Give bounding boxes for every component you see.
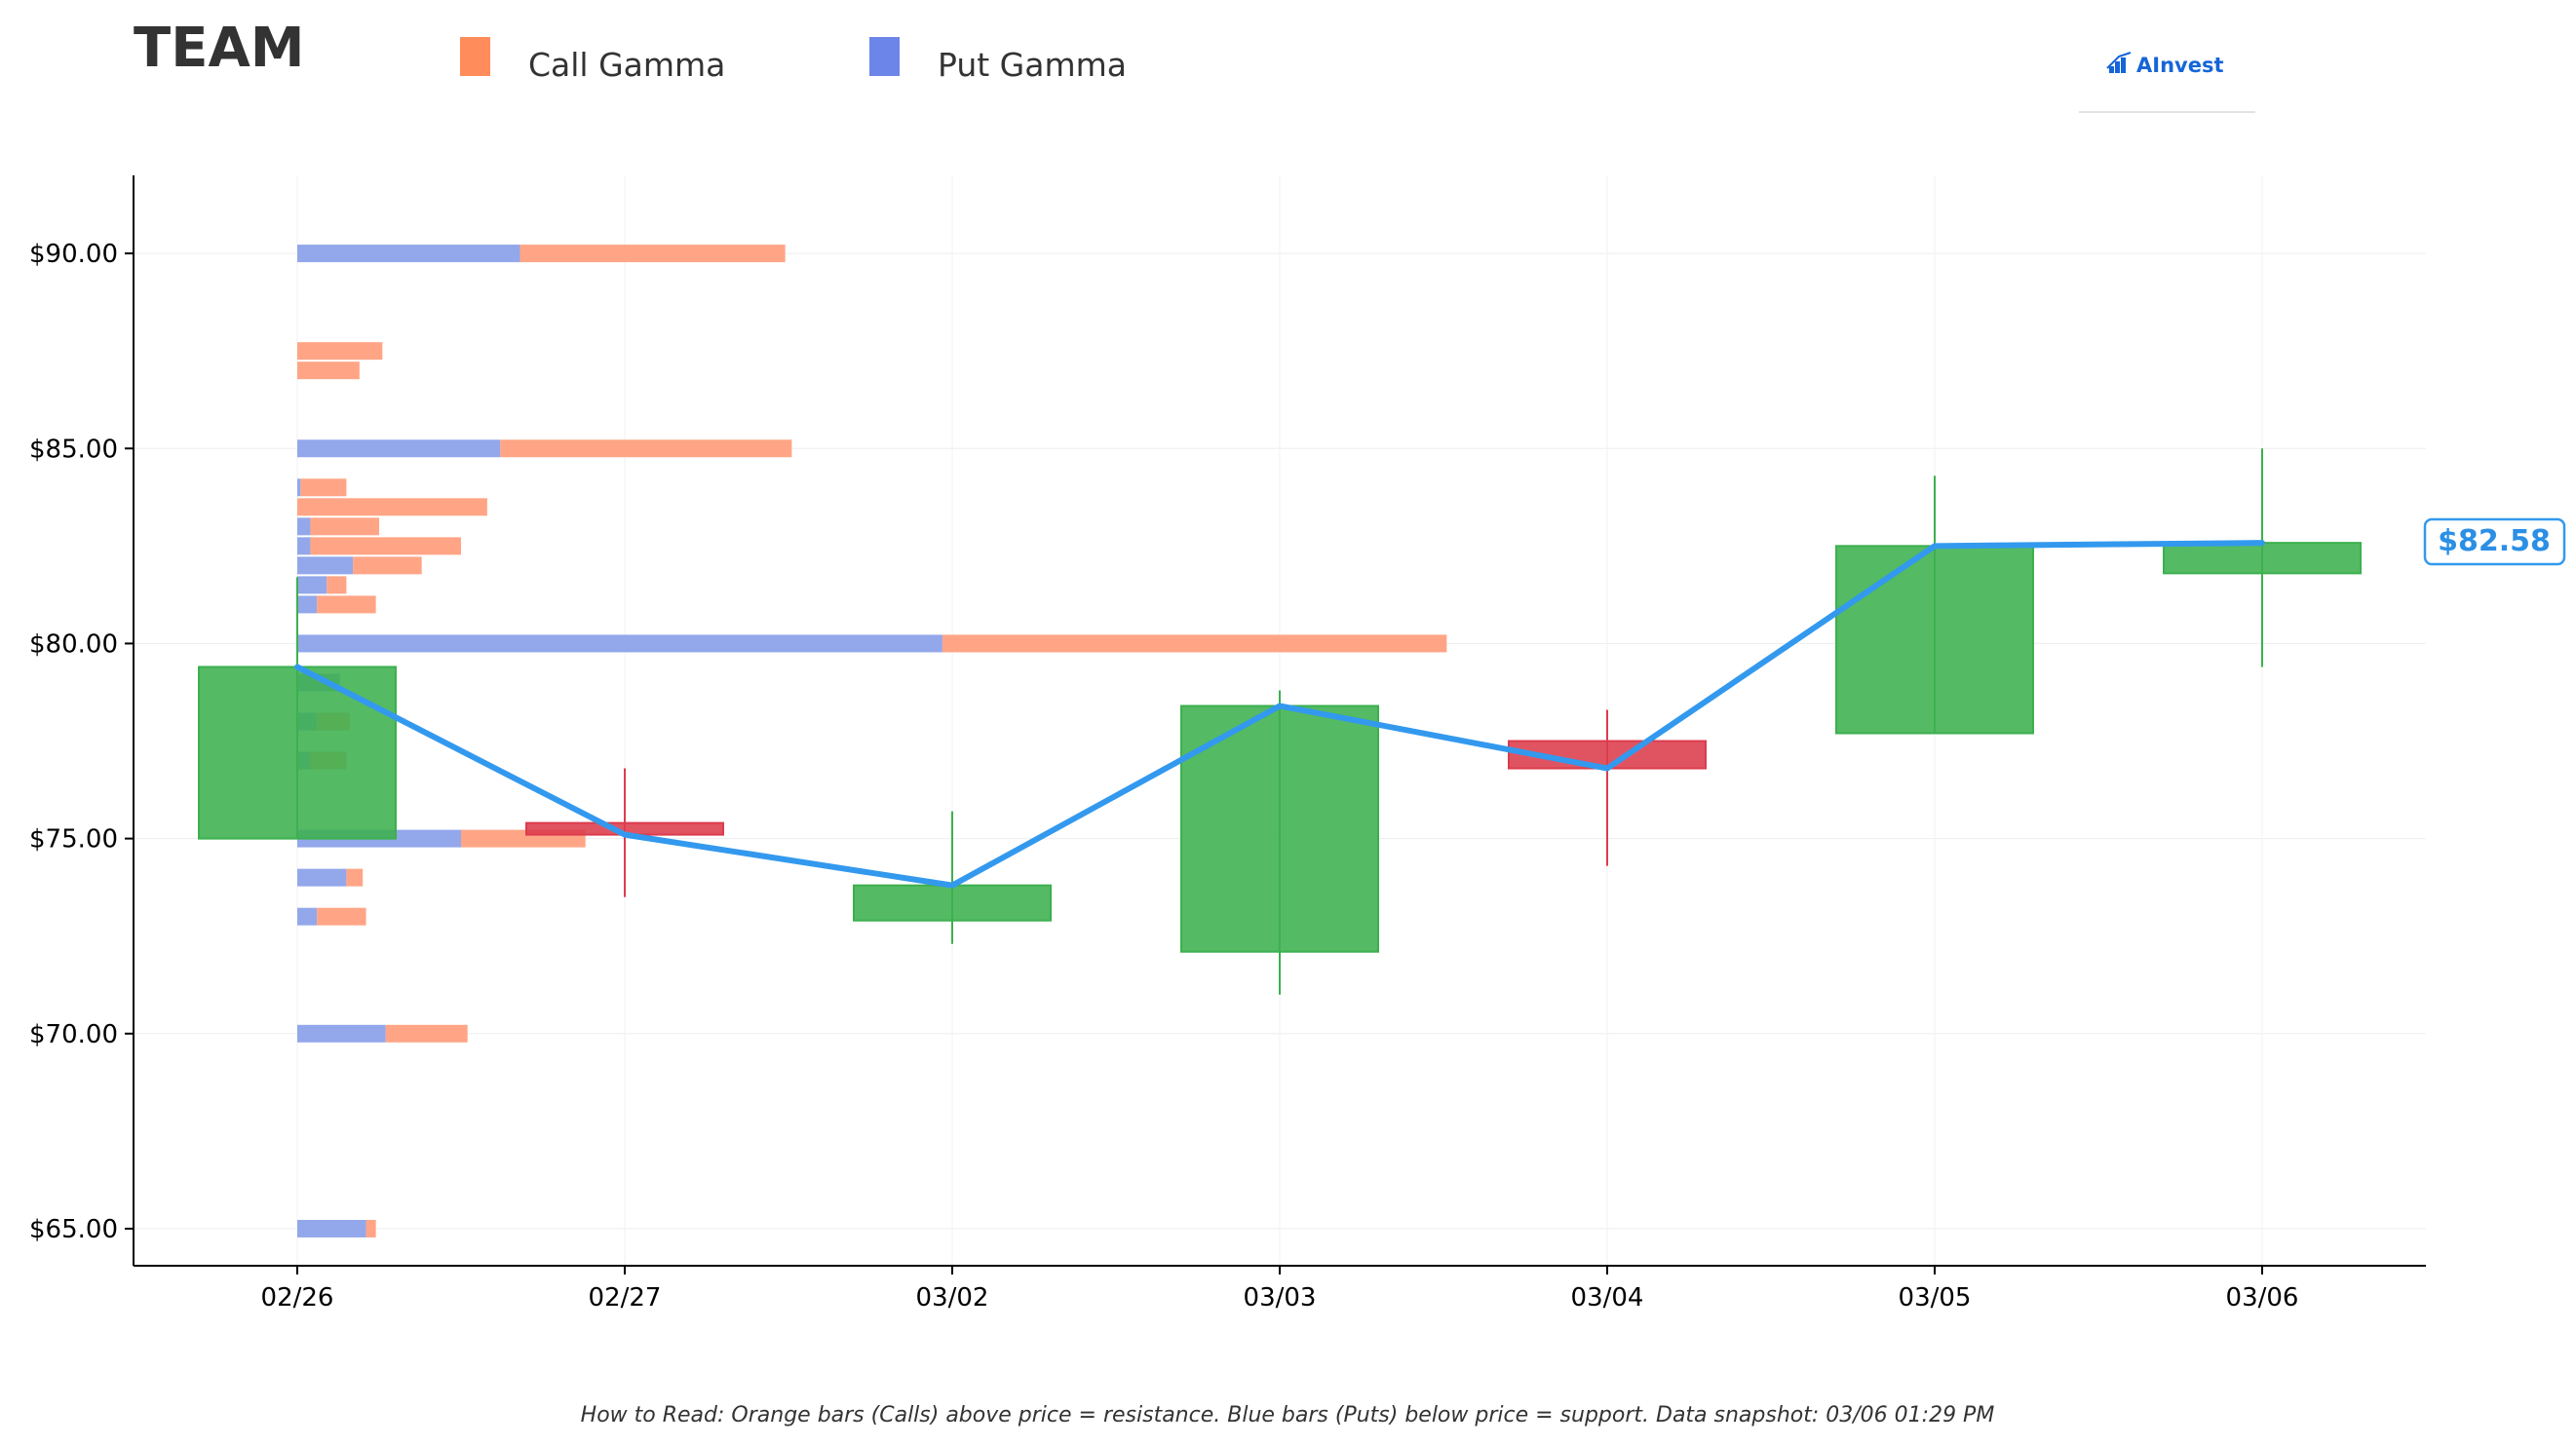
put-gamma-bar — [297, 634, 942, 653]
current-price-label: $82.58 — [2423, 517, 2566, 566]
call-gamma-bar — [942, 634, 1447, 653]
call-gamma-bar — [310, 537, 461, 555]
put-gamma-bar — [297, 478, 301, 497]
current-price-box — [2423, 517, 2566, 566]
call-gamma-bar — [385, 1024, 468, 1043]
put-gamma-bar — [297, 245, 520, 263]
y-tick-label: $75.00 — [29, 825, 118, 855]
call-gamma-bar — [327, 576, 347, 594]
y-tick-label: $70.00 — [29, 1020, 118, 1049]
put-gamma-bar — [297, 537, 311, 555]
candles — [198, 448, 2362, 995]
y-tick-label: $90.00 — [29, 240, 118, 269]
x-tick-label: 03/02 — [916, 1283, 989, 1313]
legend-put-swatch — [869, 37, 900, 76]
call-gamma-bar — [317, 907, 366, 926]
call-gamma-bar — [353, 556, 422, 575]
x-ticks: 02/26 02/27 03/02 03/03 03/04 03/05 03/06 — [261, 1266, 2299, 1313]
legend-call-label: Call Gamma — [528, 46, 725, 84]
candle-body-up — [1180, 704, 1379, 953]
put-gamma-bar — [297, 517, 311, 536]
call-gamma-bar — [500, 439, 792, 458]
x-tick-label: 02/26 — [261, 1283, 334, 1313]
chart-title: TEAM — [134, 17, 305, 80]
gamma-bars — [297, 245, 1447, 1237]
logo-text: AInvest — [2136, 54, 2224, 77]
put-gamma-bar — [297, 576, 327, 594]
put-gamma-bar — [297, 1024, 386, 1043]
call-gamma-bar — [346, 868, 364, 887]
call-gamma-bar — [310, 517, 379, 536]
put-gamma-bar — [297, 556, 354, 575]
y-tick-label: $85.00 — [29, 435, 118, 464]
candle-body-up — [198, 666, 397, 840]
chart-bars-icon — [2106, 52, 2132, 73]
y-tick-label: $80.00 — [29, 629, 118, 659]
x-tick-label: 03/04 — [1571, 1283, 1644, 1313]
put-gamma-bar — [297, 907, 318, 926]
put-gamma-bar — [297, 439, 501, 458]
y-ticks: $65.00 $70.00 $75.00 $80.00 $85.00 $90.00 — [29, 240, 134, 1244]
call-gamma-bar — [297, 342, 383, 361]
legend-call-swatch — [460, 37, 490, 76]
candle-body-up — [1835, 545, 2034, 735]
call-gamma-bar — [519, 245, 786, 263]
x-tick-label: 03/05 — [1899, 1283, 1972, 1313]
call-gamma-bar — [297, 498, 487, 516]
y-tick-label: $65.00 — [29, 1215, 118, 1244]
call-gamma-bar — [365, 1219, 376, 1237]
put-gamma-bar — [297, 1219, 366, 1237]
put-gamma-bar — [297, 595, 318, 614]
legend: Call Gamma Put Gamma — [460, 37, 1127, 84]
put-gamma-bar — [297, 868, 347, 887]
call-gamma-bar — [297, 362, 360, 380]
close-line-series — [294, 540, 2265, 889]
current-price-text: $82.58 — [2438, 524, 2551, 558]
call-gamma-bar — [300, 478, 347, 497]
call-gamma-bar — [317, 595, 376, 614]
close-price-line — [294, 540, 2265, 889]
candle-body-up — [853, 884, 1052, 922]
x-tick-label: 03/06 — [2226, 1283, 2299, 1313]
legend-put-label: Put Gamma — [938, 46, 1127, 84]
x-tick-label: 02/27 — [589, 1283, 662, 1313]
candle-body-up — [2163, 542, 2362, 575]
x-tick-label: 03/03 — [1244, 1283, 1317, 1313]
footer-note: How to Read: Orange bars (Calls) above p… — [581, 1403, 1995, 1427]
ainvest-logo: AInvest — [2079, 52, 2255, 113]
